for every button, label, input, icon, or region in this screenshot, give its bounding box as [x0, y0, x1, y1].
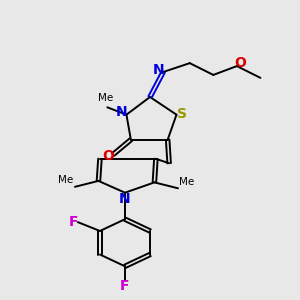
- Text: Me: Me: [58, 175, 74, 185]
- Text: O: O: [102, 149, 114, 163]
- Text: N: N: [115, 105, 127, 119]
- Text: Me: Me: [98, 93, 113, 103]
- Text: Me: Me: [179, 177, 195, 187]
- Text: F: F: [120, 279, 130, 293]
- Text: F: F: [69, 215, 78, 229]
- Text: S: S: [177, 107, 187, 121]
- Text: N: N: [119, 192, 131, 206]
- Text: N: N: [153, 64, 165, 77]
- Text: O: O: [234, 56, 246, 70]
